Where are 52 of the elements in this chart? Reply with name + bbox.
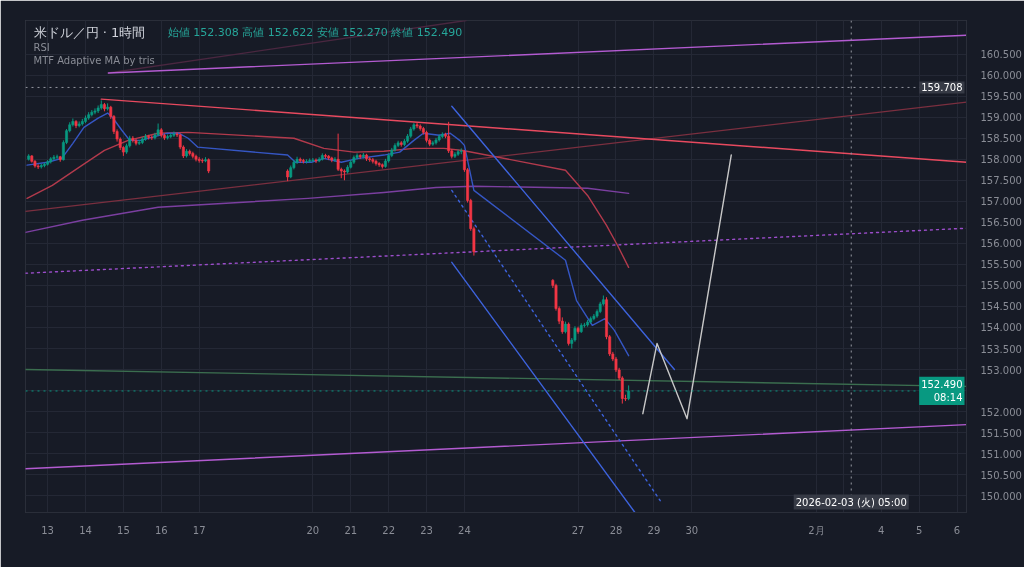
y-tick-label: 154.500 [980, 301, 1022, 313]
x-tick-label: 21 [344, 524, 358, 536]
x-tick-label: 14 [79, 524, 92, 536]
y-tick-label: 151.500 [980, 427, 1022, 439]
ref-line-label: 152.490 08:14 [921, 378, 963, 404]
x-tick-label: 13 [41, 524, 54, 536]
x-tick-label: 29 [647, 524, 661, 536]
x-tick-label: 27 [571, 524, 585, 536]
x-tick-label: 22 [382, 524, 396, 536]
ref-line-label: 159.708 [921, 82, 963, 94]
line-series [26, 131, 630, 269]
annotation: RSI [33, 41, 50, 53]
x-tick-label: 4 [878, 524, 885, 536]
y-tick-label: 155.500 [980, 259, 1022, 271]
y-tick-label: 157.500 [980, 175, 1022, 187]
y-tick-label: 154.000 [980, 322, 1022, 334]
x-tick-label: 15 [117, 524, 130, 536]
x-tick-label: 20 [306, 524, 320, 536]
y-tick-label: 155.000 [980, 280, 1022, 292]
x-tick-label: 24 [458, 524, 471, 536]
candlestick [415, 121, 419, 129]
x-tick-label: 5 [915, 524, 923, 536]
x-tick-label: 23 [420, 524, 433, 536]
y-tick-label: 150.000 [980, 490, 1022, 502]
x-tick-label: 16 [154, 524, 168, 536]
chart-title: 米ドル／円 · 1時間 [33, 24, 146, 40]
x-tick-label: 2月 [808, 524, 825, 536]
candlestick [131, 135, 135, 143]
text: 始値 152.308 高値 152.622 安値 152.270 終値 152.490 [167, 25, 463, 39]
y-tick-label: 156.500 [980, 217, 1022, 229]
line-series [26, 112, 630, 357]
x-tick-label: 6 [953, 524, 961, 536]
y-tick-label: 153.500 [980, 343, 1022, 355]
y-tick-label: 152.000 [980, 406, 1022, 418]
y-tick-label: 153.000 [980, 364, 1022, 376]
y-tick-label: 150.500 [980, 469, 1022, 481]
y-tick-label: 157.000 [980, 196, 1022, 208]
line-series [25, 185, 630, 234]
line-series [642, 154, 732, 420]
y-tick-label: 151.000 [980, 448, 1022, 460]
y-tick-label: 160.000 [980, 70, 1022, 82]
x-tick-label: 28 [609, 524, 623, 536]
annotation: MTF Adaptive MA by tris [33, 54, 155, 66]
ref-line-label: 2026-02-03 (火) 05:00 [795, 496, 907, 508]
y-tick-label: 159.500 [980, 91, 1022, 103]
y-tick-label: 158.500 [980, 133, 1022, 145]
x-tick-label: 17 [192, 524, 206, 536]
x-tick-label: 30 [685, 524, 699, 536]
y-tick-label: 156.000 [980, 238, 1022, 250]
y-tick-label: 158.000 [980, 154, 1022, 166]
y-tick-label: 159.000 [980, 112, 1022, 124]
y-tick-label: 160.500 [980, 49, 1022, 61]
